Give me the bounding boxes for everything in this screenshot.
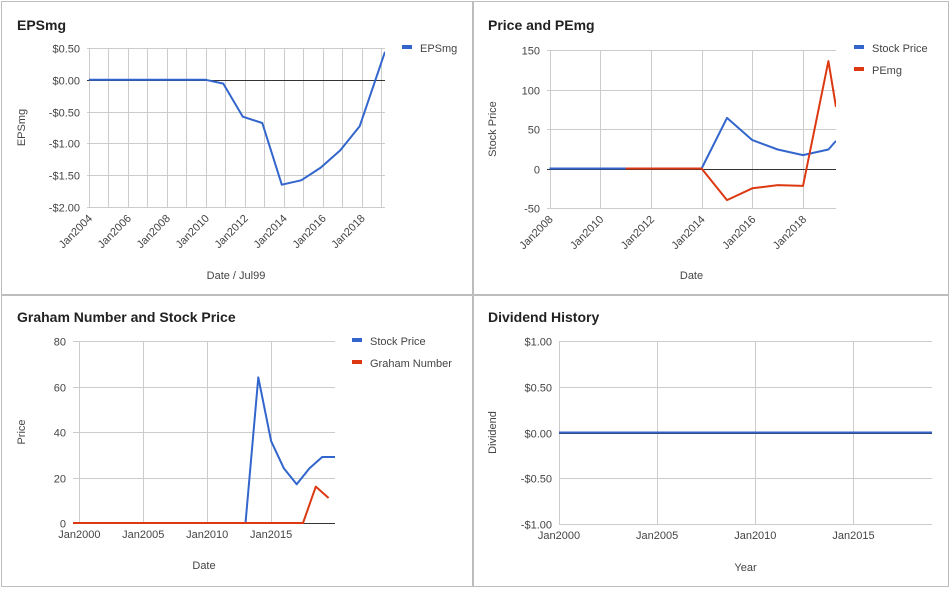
chart-eps: EPSmg$0.50$0.00-$0.50-$1.00-$1.50-$2.00J… xyxy=(1,1,473,295)
y-axis-label: EPSmg xyxy=(16,109,28,146)
chart-dividend: Dividend History $1.00 $0.50 $0.00 -$0.50 -$1… xyxy=(473,295,949,587)
x-axis-label: Date / Jul99 xyxy=(207,270,266,282)
chart-title: Graham Number and Stock Price xyxy=(17,309,236,325)
x-tick-label: Jan2016 xyxy=(290,213,328,251)
x-tick-label: Jan2000 xyxy=(58,529,100,541)
panel-border xyxy=(473,295,949,587)
legend-label: EPSmg xyxy=(420,43,457,55)
series-line-stock-price xyxy=(73,376,335,524)
legend-label: Graham Number xyxy=(370,358,452,370)
x-tick-label: Jan2010 xyxy=(174,213,212,251)
x-tick-label: Jan2015 xyxy=(250,529,292,541)
chart-title: Dividend History xyxy=(488,309,599,325)
legend-label: PEmg xyxy=(872,65,902,77)
x-tick-label: Jan2016 xyxy=(720,214,758,252)
y-tick-label: $0.00 xyxy=(524,429,552,441)
x-tick-label: Jan2014 xyxy=(669,214,707,252)
chart-graham: Graham Number and Stock Price806040200Ja… xyxy=(1,295,473,587)
y-axis-label: Price xyxy=(16,419,28,444)
x-tick-label: Jan2008 xyxy=(135,213,173,251)
series-line-stock-price xyxy=(549,116,836,170)
y-axis-label: Stock Price xyxy=(487,101,499,157)
legend-label: Stock Price xyxy=(872,43,928,55)
y-tick-label: 80 xyxy=(54,337,66,349)
y-tick-label: -$1.50 xyxy=(49,171,80,183)
x-tick-label: Jan2008 xyxy=(517,214,555,252)
y-tick-label: -50 xyxy=(524,204,540,216)
legend-swatch xyxy=(854,67,864,71)
y-tick-label: $0.50 xyxy=(524,383,552,395)
x-tick-label: Jan2006 xyxy=(96,213,134,251)
x-tick-label: Jan2005 xyxy=(122,529,164,541)
y-tick-label: 40 xyxy=(54,428,66,440)
x-tick-label: Jan2010 xyxy=(568,214,606,252)
y-tick-label: 60 xyxy=(54,383,66,395)
x-tick-label: Jan2018 xyxy=(329,213,367,251)
panel-border xyxy=(1,295,473,587)
x-tick-label: Jan2004 xyxy=(57,213,95,251)
y-tick-label: -$2.00 xyxy=(49,203,80,215)
legend-label: Stock Price xyxy=(370,336,426,348)
y-tick-label: 150 xyxy=(522,46,540,58)
legend-swatch xyxy=(854,45,864,49)
x-tick-label: Jan2000 xyxy=(538,530,580,542)
x-tick-label: Jan2012 xyxy=(213,213,251,251)
panel-border xyxy=(473,1,949,295)
y-tick-label: $1.00 xyxy=(524,337,552,349)
y-tick-label: 20 xyxy=(54,474,66,486)
legend-swatch xyxy=(352,360,362,364)
series-line-pemg xyxy=(625,60,836,202)
y-tick-label: -$1.00 xyxy=(49,139,80,151)
y-tick-label: -$0.50 xyxy=(49,108,80,120)
y-tick-label: -$1.00 xyxy=(521,520,552,532)
chart-title: Price and PEmg xyxy=(488,17,595,33)
y-tick-label: -$0.50 xyxy=(521,474,552,486)
x-tick-label: Jan2014 xyxy=(252,213,290,251)
series-line-graham-number xyxy=(73,485,330,524)
y-tick-label: $0.50 xyxy=(52,44,80,56)
series-line-epsmg xyxy=(88,51,385,186)
y-tick-label: 0 xyxy=(534,165,540,177)
x-tick-label: Jan2010 xyxy=(734,530,776,542)
y-tick-label: 100 xyxy=(522,86,540,98)
y-axis-label: Dividend xyxy=(487,411,499,454)
y-tick-label: $0.00 xyxy=(52,76,80,88)
y-tick-label: 0 xyxy=(60,519,66,531)
x-tick-label: Jan2012 xyxy=(619,214,657,252)
legend-swatch xyxy=(352,338,362,342)
chart-title: EPSmg xyxy=(17,17,66,33)
x-tick-label: Jan2005 xyxy=(636,530,678,542)
x-axis-label: Year xyxy=(734,562,757,574)
legend-swatch xyxy=(402,45,412,49)
x-axis-label: Date xyxy=(192,560,215,572)
x-tick-label: Jan2015 xyxy=(832,530,874,542)
x-tick-label: Jan2018 xyxy=(771,214,809,252)
x-tick-label: Jan2010 xyxy=(186,529,228,541)
panel-border xyxy=(1,1,473,295)
x-axis-label: Date xyxy=(680,270,703,282)
y-tick-label: 50 xyxy=(528,125,540,137)
